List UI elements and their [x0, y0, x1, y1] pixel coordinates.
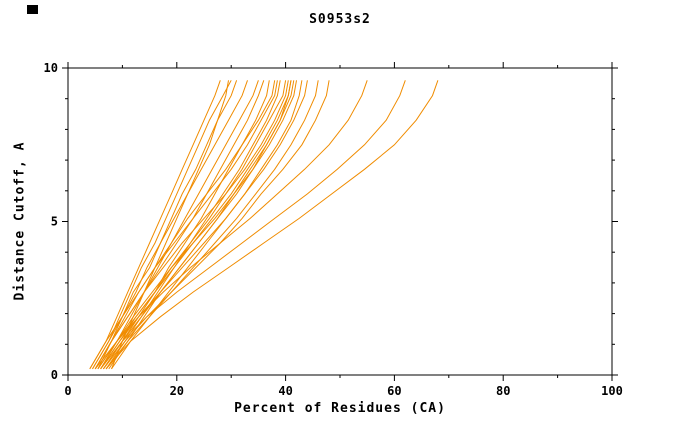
series-line	[105, 80, 319, 370]
series-line	[102, 80, 295, 370]
x-tick-label: 80	[496, 384, 510, 398]
x-tick-label: 0	[64, 384, 71, 398]
series-line	[108, 80, 292, 370]
series-line	[94, 80, 289, 370]
plot-frame	[67, 67, 613, 376]
series-line	[102, 80, 270, 370]
y-tick-label: 0	[51, 368, 58, 382]
x-tick-label: 20	[170, 384, 184, 398]
series-line	[97, 80, 276, 370]
y-axis-label: Distance Cutoff, A	[12, 141, 28, 301]
series-line	[100, 80, 259, 370]
series-line	[97, 80, 292, 370]
series-line	[100, 80, 287, 370]
series-line	[105, 80, 439, 370]
chart-title: S0953s2	[309, 12, 371, 27]
series-line	[92, 80, 278, 370]
series-line	[97, 80, 297, 370]
series-line	[94, 80, 368, 370]
y-tick-label: 5	[51, 215, 58, 229]
x-tick-label: 100	[601, 384, 623, 398]
y-tick-label: 10	[44, 61, 58, 75]
x-tick-label: 60	[387, 384, 401, 398]
series-line	[100, 80, 406, 370]
corner-mark	[27, 5, 38, 14]
series-line	[92, 80, 232, 370]
x-axis-label: Percent of Residues (CA)	[234, 401, 446, 416]
series-line	[89, 80, 221, 370]
x-tick-label: 40	[278, 384, 292, 398]
